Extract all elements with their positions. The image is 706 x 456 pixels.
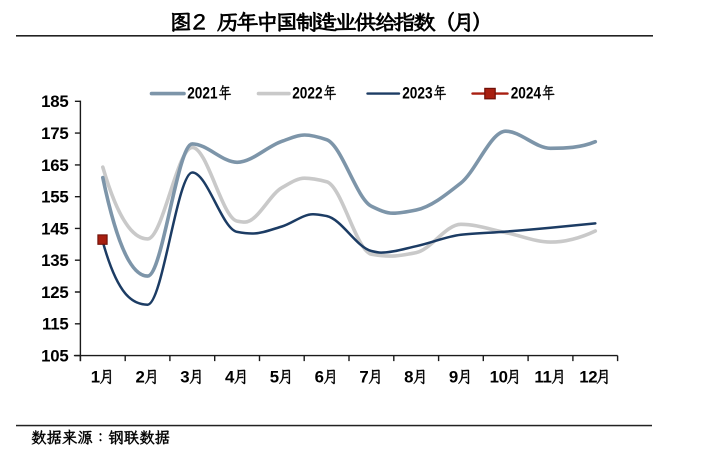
svg-text:185: 185	[41, 92, 68, 111]
svg-text:8: 8	[404, 367, 413, 386]
svg-text:4: 4	[225, 367, 235, 386]
svg-text:7: 7	[359, 367, 368, 386]
svg-text:2022: 2022	[292, 83, 322, 102]
svg-text:3: 3	[180, 367, 189, 386]
svg-text:2021: 2021	[187, 83, 217, 102]
svg-text:2: 2	[136, 367, 145, 386]
svg-text:125: 125	[41, 283, 68, 302]
svg-text:1: 1	[91, 367, 100, 386]
svg-text:155: 155	[41, 188, 68, 207]
svg-text:5: 5	[270, 367, 279, 386]
svg-text:11: 11	[534, 367, 551, 386]
svg-text:12: 12	[579, 367, 597, 386]
svg-text:165: 165	[41, 156, 68, 175]
svg-text:2024: 2024	[511, 83, 542, 102]
svg-text:6: 6	[315, 367, 324, 386]
svg-text:175: 175	[41, 124, 68, 143]
svg-text:135: 135	[41, 251, 68, 270]
svg-text:2023: 2023	[402, 83, 432, 102]
svg-text:9: 9	[449, 367, 458, 386]
svg-text:145: 145	[41, 219, 68, 238]
svg-text:10: 10	[490, 367, 508, 386]
svg-text:105: 105	[41, 347, 68, 366]
svg-text:115: 115	[42, 315, 68, 334]
